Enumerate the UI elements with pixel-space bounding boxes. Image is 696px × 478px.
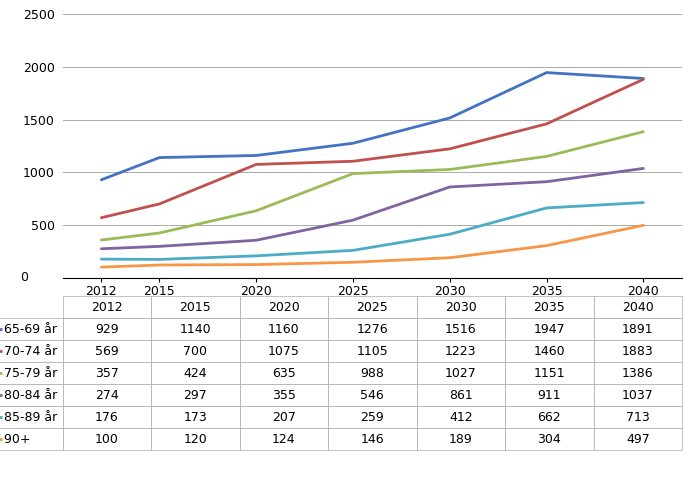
- Text: 0: 0: [21, 271, 29, 284]
